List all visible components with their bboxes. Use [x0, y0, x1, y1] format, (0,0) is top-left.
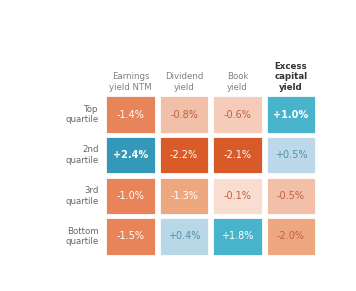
Text: -0.1%: -0.1%	[224, 191, 251, 201]
Bar	[266, 136, 316, 174]
Text: +0.5%: +0.5%	[275, 150, 307, 160]
Text: -1.4%: -1.4%	[117, 110, 145, 120]
Text: -0.8%: -0.8%	[170, 110, 198, 120]
Bar	[212, 95, 263, 134]
Text: Book
yield: Book yield	[227, 72, 248, 92]
Text: -1.5%: -1.5%	[116, 231, 145, 242]
Text: -1.0%: -1.0%	[117, 191, 145, 201]
Text: Top
quartile: Top quartile	[66, 105, 99, 125]
Bar	[159, 95, 209, 134]
Bar	[159, 136, 209, 174]
Bar	[266, 95, 316, 134]
Text: Dividend
yield: Dividend yield	[165, 72, 203, 92]
Bar	[105, 95, 156, 134]
Text: -2.0%: -2.0%	[277, 231, 305, 242]
Text: Excess
capital
yield: Excess capital yield	[274, 62, 308, 92]
Bar	[159, 217, 209, 255]
Bar	[212, 177, 263, 215]
Text: +1.8%: +1.8%	[221, 231, 253, 242]
Bar	[159, 177, 209, 215]
Text: Bottom
quartile: Bottom quartile	[66, 227, 99, 246]
Text: +0.4%: +0.4%	[168, 231, 200, 242]
Text: -0.6%: -0.6%	[224, 110, 251, 120]
Bar	[266, 177, 316, 215]
Text: +1.0%: +1.0%	[273, 110, 309, 120]
Text: -2.2%: -2.2%	[170, 150, 198, 160]
Text: -1.3%: -1.3%	[170, 191, 198, 201]
Bar	[212, 136, 263, 174]
Bar	[105, 217, 156, 255]
Bar	[266, 217, 316, 255]
Text: +2.4%: +2.4%	[113, 150, 148, 160]
Bar	[212, 217, 263, 255]
Text: Earnings
yield NTM: Earnings yield NTM	[109, 72, 152, 92]
Text: -0.5%: -0.5%	[277, 191, 305, 201]
Bar	[105, 177, 156, 215]
Bar	[105, 136, 156, 174]
Text: 2nd
quartile: 2nd quartile	[66, 145, 99, 165]
Text: 3rd
quartile: 3rd quartile	[66, 186, 99, 206]
Text: -2.1%: -2.1%	[224, 150, 251, 160]
